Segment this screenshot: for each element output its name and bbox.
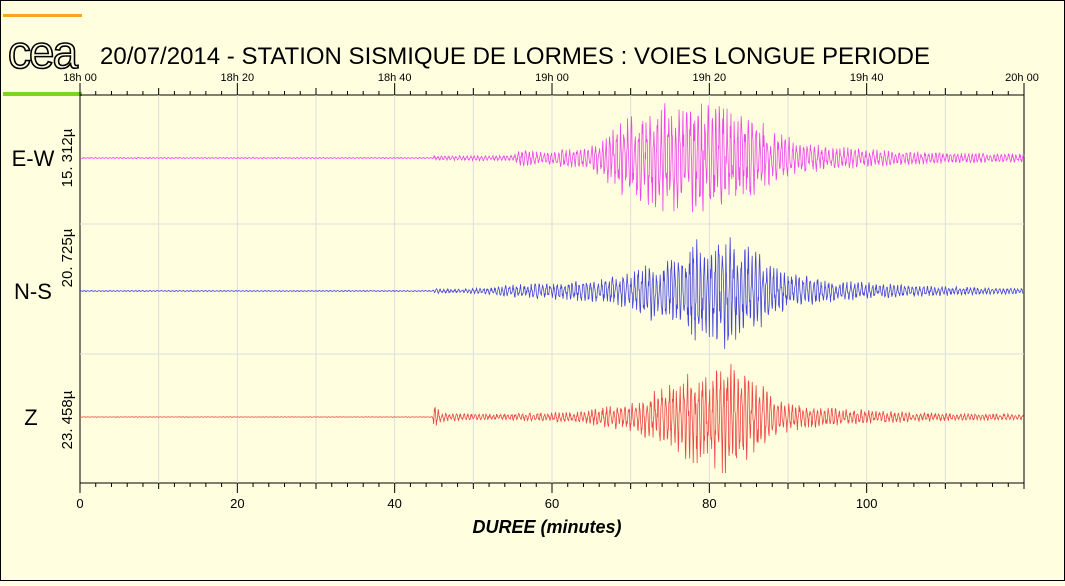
logo-top-bar — [3, 14, 82, 17]
logo-bottom-bar — [3, 92, 82, 96]
bottom-axis-tick-label: 60 — [545, 496, 559, 511]
top-axis-tick-label: 18h 20 — [221, 72, 255, 84]
trace-e-w — [79, 103, 1025, 213]
bottom-axis-tick-label: 40 — [387, 496, 401, 511]
x-axis-label: DUREE (minutes) — [472, 517, 621, 537]
bottom-axis-tick-label: 0 — [76, 496, 83, 511]
channel-scale-label: 15. 312µ — [59, 128, 76, 187]
top-time-axis: 18h 00 18h 20 18h 40 19h 00 19h 20 19h 40 20h … — [63, 72, 1039, 95]
bottom-duration-axis: 0 20 40 60 80 100 — [76, 483, 1025, 511]
trace-n-s — [79, 237, 1025, 350]
channel-labels: E-W 15. 312µ N-S 20. 725µ Z 23. 458µ — [12, 128, 76, 449]
channel-scale-label: 20. 725µ — [59, 228, 76, 287]
chart-title: 20/07/2014 - STATION SISMIQUE DE LORMES … — [100, 43, 930, 70]
channel-name: N-S — [14, 279, 52, 304]
top-axis-tick-label: 18h 40 — [378, 72, 412, 84]
channel-name: Z — [24, 405, 37, 430]
bottom-axis-tick-label: 100 — [856, 496, 878, 511]
channel-scale-label: 23. 458µ — [59, 390, 76, 449]
top-axis-tick-label: 19h 00 — [535, 72, 569, 84]
channel-name: E-W — [12, 146, 55, 171]
bottom-axis-tick-label: 80 — [702, 496, 716, 511]
bottom-axis-tick-label: 20 — [230, 496, 244, 511]
trace-z — [79, 363, 1025, 474]
top-axis-tick-label: 19h 40 — [850, 72, 884, 84]
logo-text: cea — [8, 26, 79, 78]
top-axis-tick-label: 20h 00 — [1005, 72, 1039, 84]
top-axis-tick-label: 18h 00 — [63, 72, 97, 84]
cea-logo: cea — [3, 14, 82, 96]
traces — [79, 103, 1025, 474]
top-axis-tick-label: 19h 20 — [693, 72, 727, 84]
